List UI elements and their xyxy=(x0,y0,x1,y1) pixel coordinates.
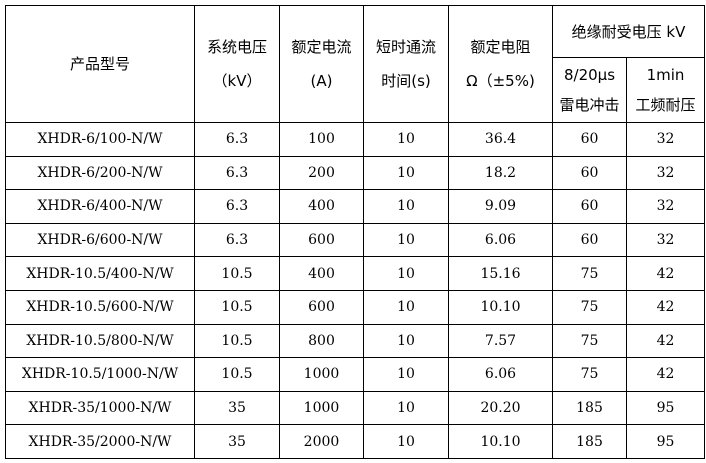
cell-voltage: 35 xyxy=(194,424,280,459)
cell-model: XHDR-10.5/800-N/W xyxy=(5,323,195,359)
cell-resistance: 7.57 xyxy=(448,323,553,359)
cell-impulse: 185 xyxy=(552,424,627,459)
cell-voltage: 10.5 xyxy=(194,256,280,291)
table-row: XHDR-10.5/1000-N/W 10.5 1000 10 6.06 75 42 xyxy=(5,357,705,392)
header-model: 产品型号 xyxy=(5,5,195,123)
header-power-freq: 1min 工频耐压 xyxy=(626,57,705,123)
cell-time: 10 xyxy=(363,289,449,325)
cell-impulse: 60 xyxy=(552,222,627,258)
cell-power-freq: 32 xyxy=(626,222,705,258)
cell-resistance: 6.06 xyxy=(448,357,553,392)
cell-voltage: 10.5 xyxy=(194,357,280,392)
cell-current: 400 xyxy=(279,189,364,224)
cell-resistance: 10.10 xyxy=(448,289,553,325)
cell-model: XHDR-6/200-N/W xyxy=(5,155,195,191)
cell-model: XHDR-10.5/400-N/W xyxy=(5,256,195,291)
cell-power-freq: 32 xyxy=(626,122,705,157)
cell-voltage: 6.3 xyxy=(194,155,280,191)
cell-time: 10 xyxy=(363,256,449,291)
table-row: XHDR-6/200-N/W 6.3 200 10 18.2 60 32 xyxy=(5,155,705,191)
cell-model: XHDR-10.5/1000-N/W xyxy=(5,357,195,392)
cell-model: XHDR-35/1000-N/W xyxy=(5,390,195,426)
cell-voltage: 10.5 xyxy=(194,289,280,325)
cell-power-freq: 42 xyxy=(626,256,705,291)
cell-current: 1000 xyxy=(279,357,364,392)
cell-model: XHDR-6/600-N/W xyxy=(5,222,195,258)
cell-impulse: 60 xyxy=(552,155,627,191)
cell-current: 100 xyxy=(279,122,364,157)
table-row: XHDR-6/400-N/W 6.3 400 10 9.09 60 32 xyxy=(5,189,705,224)
cell-time: 10 xyxy=(363,155,449,191)
cell-impulse: 75 xyxy=(552,256,627,291)
cell-current: 200 xyxy=(279,155,364,191)
header-resistance: 额定电阻 Ω（±5%) xyxy=(448,5,553,123)
cell-time: 10 xyxy=(363,357,449,392)
cell-resistance: 18.2 xyxy=(448,155,553,191)
cell-model: XHDR-35/2000-N/W xyxy=(5,424,195,459)
header-voltage: 系统电压 （kV） xyxy=(194,5,280,123)
table-row: XHDR-10.5/400-N/W 10.5 400 10 15.16 75 42 xyxy=(5,256,705,291)
cell-resistance: 6.06 xyxy=(448,222,553,258)
cell-impulse: 60 xyxy=(552,189,627,224)
cell-time: 10 xyxy=(363,222,449,258)
cell-time: 10 xyxy=(363,323,449,359)
cell-current: 400 xyxy=(279,256,364,291)
cell-voltage: 6.3 xyxy=(194,122,280,157)
cell-time: 10 xyxy=(363,390,449,426)
table-row: XHDR-6/100-N/W 6.3 100 10 36.4 60 32 xyxy=(5,122,705,157)
cell-impulse: 60 xyxy=(552,122,627,157)
cell-impulse: 185 xyxy=(552,390,627,426)
cell-model: XHDR-6/100-N/W xyxy=(5,122,195,157)
cell-resistance: 20.20 xyxy=(448,390,553,426)
cell-resistance: 15.16 xyxy=(448,256,553,291)
spec-table: 产品型号 系统电压 （kV） 额定电流 (A) 短时通流 时间(s) 额定电阻 Ω（±5… xyxy=(5,5,705,459)
table-row: XHDR-6/600-N/W 6.3 600 10 6.06 60 32 xyxy=(5,222,705,258)
cell-power-freq: 32 xyxy=(626,189,705,224)
cell-time: 10 xyxy=(363,424,449,459)
cell-current: 600 xyxy=(279,289,364,325)
cell-current: 1000 xyxy=(279,390,364,426)
cell-power-freq: 42 xyxy=(626,357,705,392)
cell-resistance: 10.10 xyxy=(448,424,553,459)
table-row: XHDR-35/2000-N/W 35 2000 10 10.10 185 95 xyxy=(5,424,705,459)
header-insulation: 绝缘耐受电压 kV xyxy=(552,5,705,58)
cell-resistance: 9.09 xyxy=(448,189,553,224)
cell-current: 800 xyxy=(279,323,364,359)
cell-voltage: 35 xyxy=(194,390,280,426)
cell-current: 600 xyxy=(279,222,364,258)
cell-impulse: 75 xyxy=(552,323,627,359)
cell-power-freq: 42 xyxy=(626,289,705,325)
cell-model: XHDR-6/400-N/W xyxy=(5,189,195,224)
cell-time: 10 xyxy=(363,189,449,224)
table-row: XHDR-35/1000-N/W 35 1000 10 20.20 185 95 xyxy=(5,390,705,426)
cell-resistance: 36.4 xyxy=(448,122,553,157)
table-row: XHDR-10.5/800-N/W 10.5 800 10 7.57 75 42 xyxy=(5,323,705,359)
cell-voltage: 6.3 xyxy=(194,222,280,258)
cell-model: XHDR-10.5/600-N/W xyxy=(5,289,195,325)
cell-current: 2000 xyxy=(279,424,364,459)
cell-power-freq: 95 xyxy=(626,424,705,459)
header-impulse: 8/20μs 雷电冲击 xyxy=(552,57,627,123)
cell-impulse: 75 xyxy=(552,357,627,392)
header-time: 短时通流 时间(s) xyxy=(363,5,449,123)
cell-power-freq: 32 xyxy=(626,155,705,191)
header-current: 额定电流 (A) xyxy=(279,5,364,123)
cell-time: 10 xyxy=(363,122,449,157)
cell-voltage: 10.5 xyxy=(194,323,280,359)
cell-impulse: 75 xyxy=(552,289,627,325)
cell-power-freq: 42 xyxy=(626,323,705,359)
cell-power-freq: 95 xyxy=(626,390,705,426)
table-row: XHDR-10.5/600-N/W 10.5 600 10 10.10 75 42 xyxy=(5,289,705,325)
cell-voltage: 6.3 xyxy=(194,189,280,224)
